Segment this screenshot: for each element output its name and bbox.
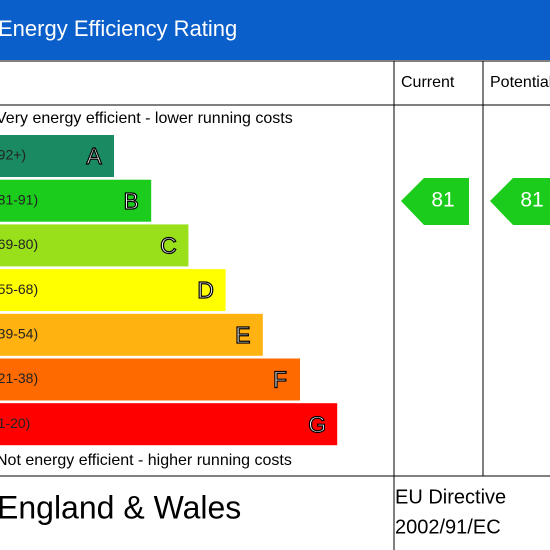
potential-rating: 81 bbox=[520, 189, 543, 212]
band-bar bbox=[0, 179, 152, 222]
directive-line2: 2002/91/EC bbox=[395, 516, 501, 538]
bands: (92+) A (81-91) B (69-80) C (55-68) D (39-54) E (2… bbox=[0, 135, 338, 446]
band-letter: C bbox=[160, 232, 177, 258]
band-letter: D bbox=[197, 277, 214, 303]
title-bar bbox=[0, 0, 550, 60]
band-range: (1-20) bbox=[0, 415, 30, 431]
band-bar bbox=[0, 403, 338, 446]
band-range: (92+) bbox=[0, 147, 26, 163]
table-lines bbox=[0, 60, 550, 550]
band-letter: A bbox=[86, 143, 102, 169]
directive-line1: EU Directive bbox=[395, 486, 506, 508]
band-letter: E bbox=[235, 322, 250, 348]
title: Energy Efficiency Rating bbox=[0, 16, 237, 41]
current-header: Current bbox=[401, 74, 455, 91]
band-bar bbox=[0, 224, 189, 267]
potential-header: Potential bbox=[490, 74, 550, 91]
band-bar bbox=[0, 269, 226, 312]
bottom-note: Not energy efficient - higher running co… bbox=[0, 452, 292, 469]
band-letter: G bbox=[308, 411, 326, 437]
band-range: (81-91) bbox=[0, 191, 38, 207]
band-letter: F bbox=[273, 367, 287, 393]
potential-arrow bbox=[490, 178, 550, 225]
current-rating: 81 bbox=[431, 189, 454, 212]
band-bar bbox=[0, 313, 263, 356]
band-letter: B bbox=[124, 188, 139, 214]
top-note: Very energy efficient - lower running co… bbox=[0, 110, 293, 127]
band-bar bbox=[0, 135, 114, 177]
region: England & Wales bbox=[0, 489, 241, 525]
band-range: (69-80) bbox=[0, 236, 38, 252]
current-arrow bbox=[401, 178, 469, 225]
band-bar bbox=[0, 358, 300, 401]
band-range: (21-38) bbox=[0, 370, 38, 386]
band-range: (55-68) bbox=[0, 281, 38, 297]
band-range: (39-54) bbox=[0, 326, 38, 342]
